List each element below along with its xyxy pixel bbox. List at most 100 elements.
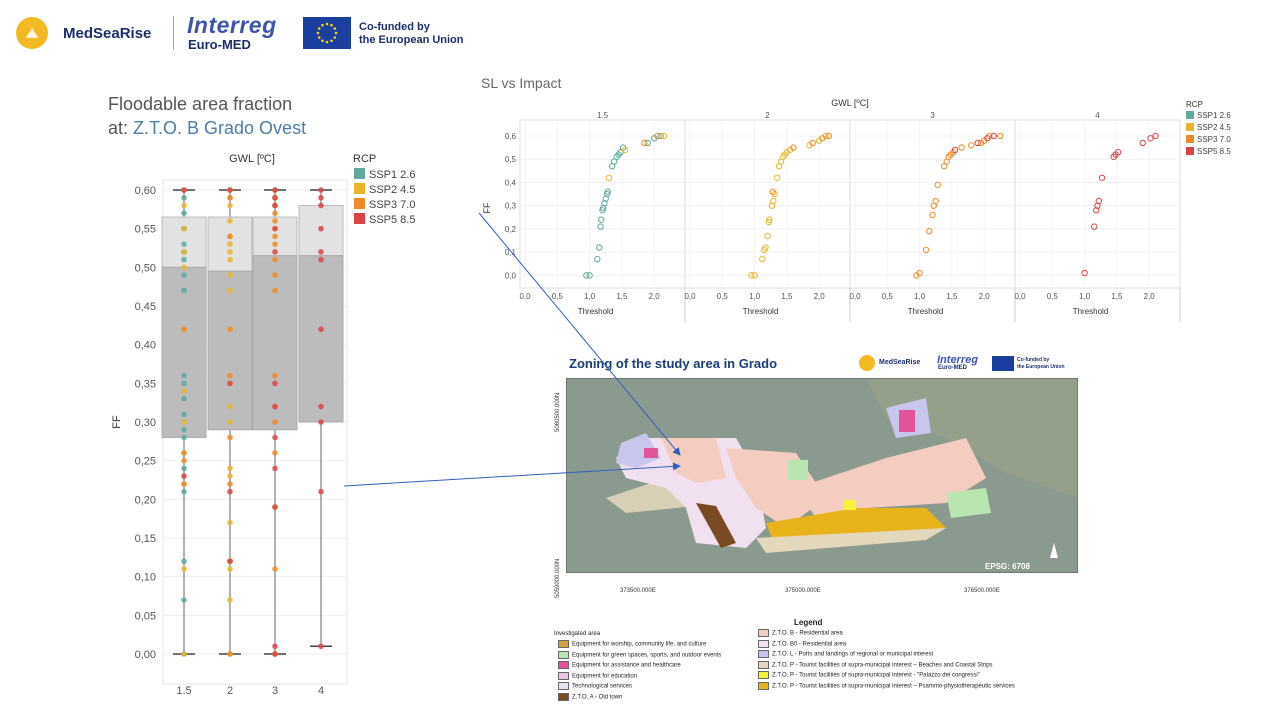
map-legend-swatch [558, 692, 569, 701]
map-legend-item: Equipment for assistance and healthcare [558, 661, 681, 669]
boxplot-point [272, 249, 278, 255]
eu-star-icon [321, 39, 324, 43]
boxplot-title-line1: Floodable area fraction [108, 94, 293, 114]
boxplot-point [272, 241, 278, 247]
boxplot-point [272, 380, 278, 387]
boxplot-legend-swatch [354, 183, 365, 194]
zone-beach-south [756, 528, 946, 553]
map-legend-label: Z.T.O. L - Ports and landings of regiona… [772, 651, 934, 658]
scatter-y-tick: 0,6 [505, 132, 517, 141]
boxplot-point [181, 256, 187, 263]
scatter-point [1098, 174, 1106, 181]
map-legend-swatch [558, 671, 569, 680]
map-legend-label: Equipment for worship, community life, a… [572, 641, 707, 648]
boxplot-point [227, 651, 233, 657]
map-legend-swatch [558, 661, 569, 669]
scatter-x-tick: 1,5 [1111, 292, 1123, 301]
boxplot-point [227, 403, 233, 410]
scatter-x-tick: 1,0 [584, 292, 596, 301]
boxplot-point [227, 481, 233, 487]
boxplot-y-tick: 0,20 [135, 494, 156, 506]
map-legend-swatch [758, 681, 769, 690]
scatter-panel [684, 119, 851, 289]
boxplot-point [272, 272, 278, 278]
boxplot-point [181, 187, 187, 193]
map-legend-label: Equipment for education [572, 673, 638, 680]
header-divider [173, 16, 174, 50]
map-legend-item: Z.T.O. P - Tourist facilities of supra-m… [758, 681, 1015, 690]
boxplot-legend-swatch [354, 168, 365, 179]
scatter-x-tick: 0,0 [684, 292, 696, 301]
scatter-x-tick: 1,5 [781, 292, 793, 301]
boxplot-point [227, 194, 233, 201]
map-x-coord: 373500.000E [620, 588, 656, 594]
scatter-point [819, 135, 826, 142]
boxplot-point [181, 380, 187, 387]
scatter-x-label: Threshold [578, 307, 614, 316]
boxplot-y-tick: 0,05 [135, 610, 156, 622]
boxplot-point [227, 202, 233, 209]
eu-star-icon [321, 23, 324, 27]
eu-star-icon [325, 40, 329, 44]
scatter-y-tick: 0,0 [505, 271, 517, 280]
scatter-x-tick: 1,5 [946, 292, 958, 301]
boxplot-point [272, 233, 278, 240]
boxplot-point [318, 249, 324, 255]
zone-healthcare [899, 410, 915, 432]
zone-green-spaces [946, 488, 991, 518]
eu-flag-icon [303, 17, 351, 49]
boxplot-point [181, 457, 187, 464]
zone-b0-residential [616, 438, 766, 548]
map-legend-label: Z.T.O. B - Residential area [772, 630, 843, 637]
scatter-point [769, 188, 776, 195]
scatter-legend-swatch [1186, 111, 1194, 119]
boxplot-point [272, 256, 278, 263]
boxplot-point [181, 241, 187, 247]
boxplot-y-tick: 0,15 [135, 533, 156, 545]
map-legend-swatch [758, 650, 769, 658]
scatter-point [958, 144, 965, 151]
map-y-coord: 5059000.000N [555, 558, 561, 598]
scatter-gwl-title: GWL [ºC] [831, 98, 868, 108]
scatter-x-label: Threshold [908, 307, 944, 316]
boxplot-legend-label: SSP2 4.5 [369, 184, 415, 196]
zone-old-town [696, 503, 736, 548]
map-legend-subtitle: Investigated area [554, 631, 601, 637]
scatter-x-tick: 2,0 [979, 292, 991, 301]
map-epsg: EPSG: 6708 [985, 562, 1030, 571]
scatter-point [990, 132, 998, 140]
scatter-point [916, 269, 923, 277]
boxplot-point [181, 597, 187, 603]
scatter-legend-label: SSP5 8.5 [1197, 147, 1231, 156]
map-legend-title: Legend [794, 618, 823, 627]
boxplot-title: Floodable area fraction at: Z.T.O. B Gra… [108, 92, 306, 140]
map-eu-line-1: Co-funded by [1017, 357, 1050, 363]
scatter-point [764, 232, 771, 240]
boxplot-lower-box [252, 255, 298, 431]
scatter-x-tick: 0,5 [1047, 292, 1059, 301]
boxplot-point [181, 558, 187, 564]
boxplot-y-tick: 0,35 [135, 378, 156, 390]
eu-line-1: Co-funded by [359, 21, 430, 33]
map-legend-swatch [758, 671, 769, 679]
map-x-coord: 375000.000E [785, 588, 821, 594]
boxplot-x-tick: 3 [272, 685, 278, 697]
boxplot-point [181, 411, 187, 418]
boxplot-y-tick: 0,50 [135, 262, 156, 274]
eu-star-icon [330, 39, 333, 43]
boxplot-point [318, 643, 324, 650]
scatter-chart: GWL [ºC] FF 0,0 0,1 0,2 0,3 0,4 0,5 0,6 1.5 0,0 0,5… [482, 98, 1231, 322]
scatter-x-tick: 1,0 [914, 292, 926, 301]
boxplot-point [272, 643, 278, 650]
boxplot-lower-box [207, 270, 253, 431]
map-eu-line-2: the European Union [1017, 364, 1065, 370]
boxplot-y-tick: 0,30 [135, 417, 156, 429]
scatter-point [770, 197, 777, 205]
map-legend-label: Z.T.O. A - Old town [572, 694, 623, 701]
scatter-x-tick: 1,0 [1079, 292, 1091, 301]
boxplot-point [227, 519, 233, 526]
boxplot-point [318, 256, 324, 263]
header-logos: MedSeaRise Interreg Euro-MED Co-funded b… [0, 0, 480, 66]
scatter-legend-swatch [1186, 135, 1194, 143]
boxplot-point [227, 597, 233, 603]
